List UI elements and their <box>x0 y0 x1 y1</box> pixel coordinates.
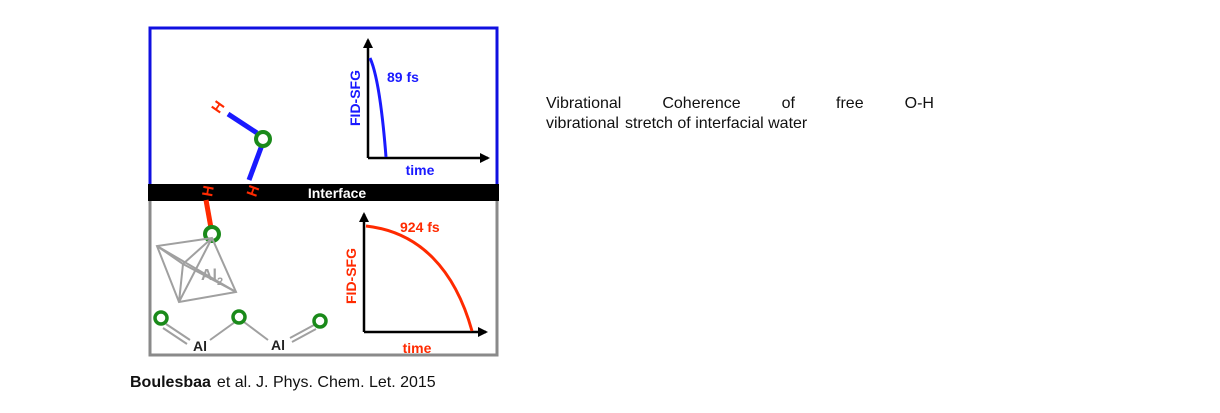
caption-word: Vibrational <box>546 95 622 112</box>
bottom-plot-y-label: FID-SFG <box>343 248 359 304</box>
chain-al-right-label: Al <box>271 337 285 353</box>
caption-word: free <box>836 95 864 112</box>
top-plot-x-label: time <box>406 162 435 178</box>
bottom-plot-x-label: time <box>403 340 432 356</box>
bottom-plot-decay-curve <box>365 224 474 332</box>
chain-oxygen-middle <box>231 309 247 325</box>
citation-reference: et al. J. Phys. Chem. Let. 2015 <box>216 374 436 391</box>
free-oh-bond <box>226 111 259 136</box>
water-oxygen-atom <box>254 130 272 148</box>
water-oh-bond <box>246 144 265 181</box>
chain-oxygen-left <box>153 310 169 326</box>
surface-oh-bond <box>203 199 214 229</box>
caption-word: Coherence <box>662 95 741 112</box>
al-octahedron-label: Al2 <box>201 267 223 288</box>
bottom-plot-annotation: 924 fs <box>400 219 440 235</box>
caption-word: O-H <box>904 95 934 112</box>
chain-al-left-label: Al <box>193 338 207 354</box>
alumina-chain: Al Al <box>153 309 328 354</box>
hydrogen-atom-bonded: H <box>199 184 218 198</box>
top-plot-decay-curve <box>368 57 388 158</box>
bottom-plot: FID-SFG time 924 fs <box>343 212 488 356</box>
top-plot-y-label: FID-SFG <box>347 70 363 126</box>
caption-word: stretch of interfacial water <box>624 115 808 132</box>
citation: Boulesbaa et al. J. Phys. Chem. Let. 2015 <box>130 374 436 392</box>
interface-label: Interface <box>308 185 367 201</box>
caption-word: of <box>781 95 795 112</box>
top-plot: FID-SFG time 89 fs <box>347 38 490 178</box>
al-octahedron <box>155 236 238 304</box>
caption-line-2: vibrational stretch of interfacial water <box>546 114 934 134</box>
citation-author: Boulesbaa <box>130 374 211 391</box>
top-plot-annotation: 89 fs <box>387 69 419 85</box>
caption-line-1: Vibrational Coherence of free O-H <box>546 94 934 114</box>
interface-bar <box>148 184 499 201</box>
caption: Vibrational Coherence of free O-H vibrat… <box>546 94 934 134</box>
caption-word: vibrational <box>546 115 619 132</box>
top-panel <box>148 26 499 188</box>
chain-oxygen-right <box>312 313 328 329</box>
